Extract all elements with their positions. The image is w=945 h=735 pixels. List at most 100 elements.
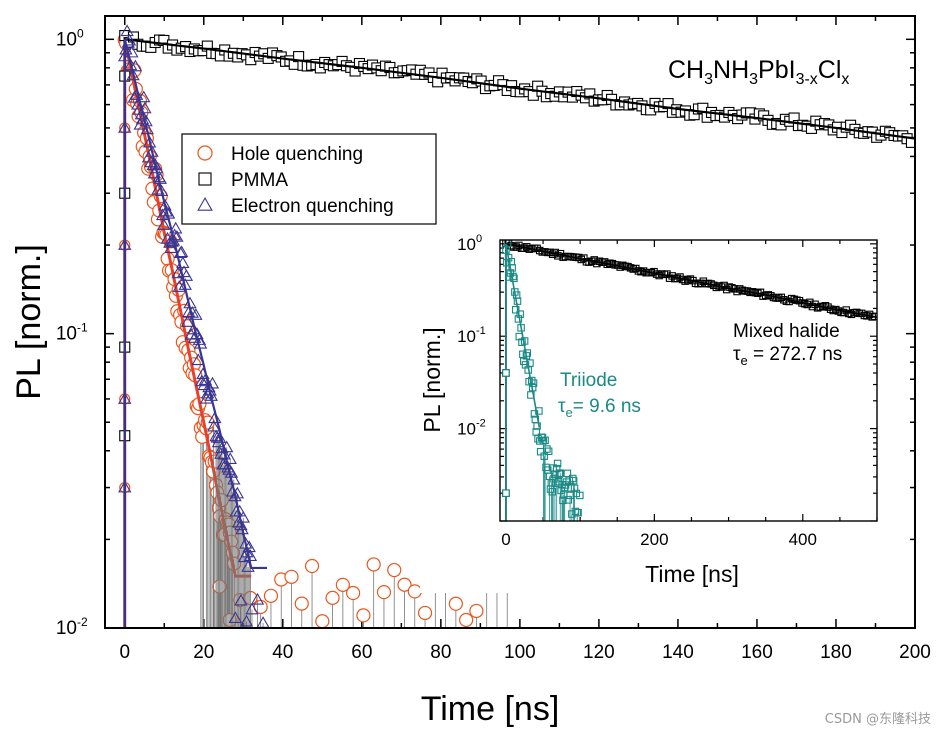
inset-y-tick-exponent: 0 xyxy=(476,233,482,245)
legend-label: Hole quenching xyxy=(231,144,363,165)
inset-data-point xyxy=(665,274,674,282)
inset-data-point xyxy=(790,295,799,304)
inset-data-point xyxy=(511,306,520,314)
inset-data-point xyxy=(585,258,593,266)
annotation-title: Triiode xyxy=(560,370,617,391)
data-point xyxy=(235,522,249,535)
compound-part: NH xyxy=(713,56,749,84)
x-tick-label: 160 xyxy=(741,642,773,663)
data-point xyxy=(179,269,194,281)
inset-data-point xyxy=(570,484,579,493)
inset-x-tick-label: 200 xyxy=(640,530,668,549)
x-tick-label: 40 xyxy=(272,642,293,663)
inset-bg xyxy=(420,228,890,593)
data-point xyxy=(407,584,422,599)
inset-data-point xyxy=(839,308,848,317)
inset-data-point xyxy=(619,261,627,270)
data-point xyxy=(135,112,150,125)
watermark: CSDN @东隆科技 xyxy=(824,712,931,727)
data-point xyxy=(284,569,299,584)
y-tick-exponent: -2 xyxy=(77,615,88,629)
tau-symbol: τ xyxy=(733,344,741,365)
inset-fit-line xyxy=(505,243,541,428)
x-axis-title: Time [ns] xyxy=(421,690,560,728)
data-point xyxy=(189,308,203,320)
data-point xyxy=(154,184,169,197)
data-point xyxy=(245,602,259,615)
data-point xyxy=(335,577,350,592)
inset-data-point xyxy=(569,476,578,485)
inset-data-point xyxy=(553,459,562,468)
compound-label: CH3NH3PbI3-xClx xyxy=(668,56,849,88)
inset-data-point xyxy=(808,302,817,311)
inset-data-point xyxy=(759,292,767,300)
data-point xyxy=(228,489,242,502)
data-point xyxy=(137,90,151,103)
data-point xyxy=(155,208,170,221)
inset-data-point xyxy=(712,283,721,292)
inset-data-point xyxy=(733,287,741,296)
data-point xyxy=(234,593,248,606)
data-point xyxy=(234,518,248,531)
data-point xyxy=(174,245,189,258)
compound-part: Cl xyxy=(818,56,842,84)
data-point xyxy=(164,241,178,253)
series-electron-quenching xyxy=(118,24,270,628)
inset-x-tick-label: 400 xyxy=(789,530,817,549)
data-point xyxy=(122,33,137,46)
inset-data-point xyxy=(650,267,658,276)
y-tick-exponent: 0 xyxy=(77,26,84,40)
data-point xyxy=(157,218,171,230)
y-tick-exponent: -1 xyxy=(77,321,88,335)
annotation-tau: τe = 272.7 ns xyxy=(733,344,842,368)
data-point xyxy=(459,612,474,628)
x-tick-label: 180 xyxy=(820,642,852,663)
legend-marker-circle xyxy=(197,145,213,161)
inset-data-point xyxy=(568,474,577,483)
data-point xyxy=(142,135,157,148)
y-tick-label: 10 xyxy=(56,29,77,50)
x-tick-label: 100 xyxy=(504,642,536,663)
x-tick-label: 200 xyxy=(899,642,931,663)
data-point xyxy=(172,280,186,292)
inset-data-point xyxy=(865,310,874,319)
data-point xyxy=(158,198,172,211)
inset-data-point xyxy=(593,259,601,268)
inset-x-tick-label: 0 xyxy=(501,530,510,549)
tau-value: = 9.6 ns xyxy=(573,396,641,417)
inset-data-point xyxy=(508,264,516,272)
inset-data-point xyxy=(806,298,814,307)
inset-y-tick-label: 10 xyxy=(457,420,476,439)
series-pmma xyxy=(119,30,915,628)
data-point xyxy=(212,431,227,443)
inset-data-point xyxy=(559,496,567,505)
inset-data-point xyxy=(523,349,532,357)
data-point xyxy=(180,315,195,327)
data-point xyxy=(191,353,205,366)
compound-subscript: x xyxy=(841,71,849,88)
tau-value: = 272.7 ns xyxy=(748,344,843,365)
data-point xyxy=(250,592,265,605)
inset-data-point xyxy=(529,379,538,387)
data-point xyxy=(159,204,173,217)
data-point xyxy=(346,585,361,601)
inset-data-point xyxy=(564,496,573,504)
inset-data-point xyxy=(555,470,564,478)
x-tick-label: 20 xyxy=(193,642,214,663)
compound-part: PbI xyxy=(758,56,796,84)
inset-series-mixed-halide xyxy=(502,240,877,521)
inset-data-point xyxy=(556,469,565,477)
inset-data-point xyxy=(554,252,562,260)
data-point xyxy=(129,88,144,100)
legend-label: PMMA xyxy=(231,170,288,191)
inset-data-point xyxy=(813,304,822,312)
legend-box xyxy=(181,133,437,225)
annotation-tau: τe= 9.6 ns xyxy=(558,396,641,420)
inset-x-axis-title: Time [ns] xyxy=(645,561,739,587)
y-tick-label: 10 xyxy=(56,324,77,345)
inset-fit-line xyxy=(505,243,877,319)
legend-marker-triangle xyxy=(197,196,213,211)
